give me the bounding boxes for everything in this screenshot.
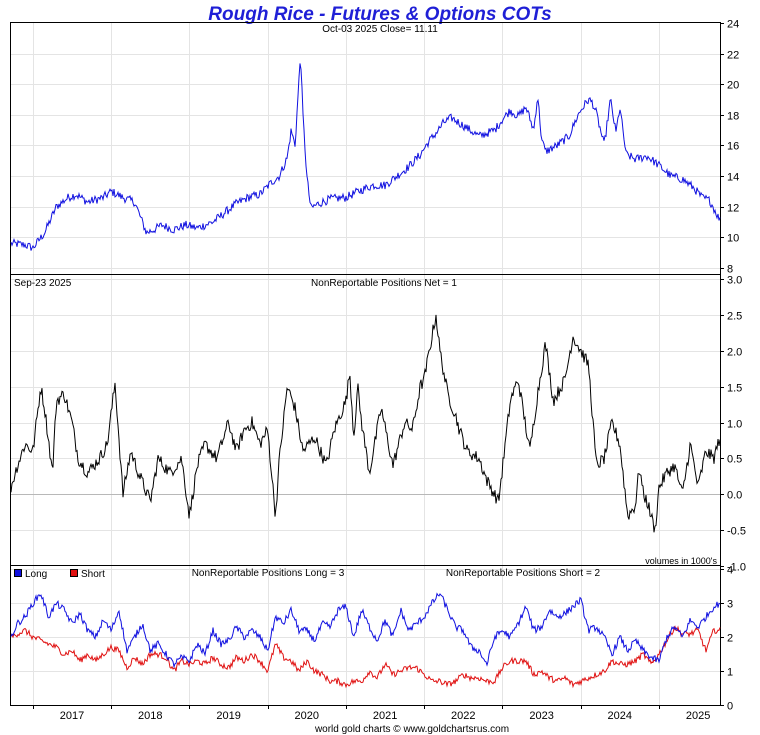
y-tick-label: 2.0: [727, 347, 742, 359]
y-tick-label: 1.0: [727, 419, 742, 431]
y-tick-label: 0.5: [727, 454, 742, 466]
net-date: Sep-23 2025: [14, 278, 72, 289]
y-tick-label: 14: [727, 172, 739, 184]
y-tick-label: 18: [727, 111, 739, 123]
short-caption: NonReportable Positions Short = 2: [446, 568, 601, 579]
footer-credit: world gold charts © www.goldchartsrus.co…: [314, 724, 509, 735]
y-tick-label: 4: [727, 565, 733, 577]
y-tick-label: 16: [727, 141, 739, 153]
y-tick-label: 2.5: [727, 311, 742, 323]
long-series-line: [10, 592, 721, 669]
net-series-line: [10, 314, 721, 533]
x-tick-label: 2020: [295, 710, 319, 722]
y-tick-label: 1: [727, 667, 733, 679]
legend-swatch-long: [14, 569, 22, 577]
y-tick-label: -1.0: [727, 562, 746, 574]
price-caption: Oct-03 2025 Close= 11.11: [322, 24, 438, 35]
legend-label-short: Short: [81, 569, 105, 580]
y-tick-label: 0.0: [727, 490, 742, 502]
y-tick-label: 12: [727, 203, 739, 215]
long-caption: NonReportable Positions Long = 3: [192, 568, 345, 579]
x-tick-label: 2017: [60, 710, 84, 722]
long-short-panel: [10, 565, 721, 706]
x-tick-label: 2022: [451, 710, 475, 722]
y-tick-label: 3.0: [727, 275, 742, 287]
y-tick-label: -0.5: [727, 526, 746, 538]
y-tick-label: 10: [727, 233, 739, 245]
y-tick-label: 2: [727, 633, 733, 645]
volumes-note: volumes in 1000's: [645, 556, 717, 566]
short-series-line: [10, 625, 721, 689]
x-tick-label: 2024: [608, 710, 632, 722]
y-tick-label: 8: [727, 264, 733, 276]
x-tick-label: 2023: [529, 710, 553, 722]
price-series-line: [10, 63, 721, 251]
net-caption: NonReportable Positions Net = 1: [311, 278, 457, 289]
y-tick-label: 24: [727, 19, 739, 31]
y-tick-label: 20: [727, 80, 739, 92]
x-tick-label: 2025: [686, 710, 710, 722]
legend: Long Short: [14, 569, 105, 580]
x-tick-label: 2021: [373, 710, 397, 722]
chart-title: Rough Rice - Futures & Options COTs: [208, 4, 551, 25]
x-tick-label: 2019: [216, 710, 240, 722]
axes: 2017 2018 2019 2020 2021 2022 2023 2024 20258101…: [33, 19, 746, 722]
legend-swatch-short: [70, 569, 78, 577]
y-tick-label: 0: [727, 701, 733, 713]
legend-label-long: Long: [25, 569, 47, 580]
y-tick-label: 22: [727, 50, 739, 62]
y-tick-label: 1.5: [727, 383, 742, 395]
y-tick-label: 3: [727, 599, 733, 611]
x-tick-label: 2018: [138, 710, 162, 722]
